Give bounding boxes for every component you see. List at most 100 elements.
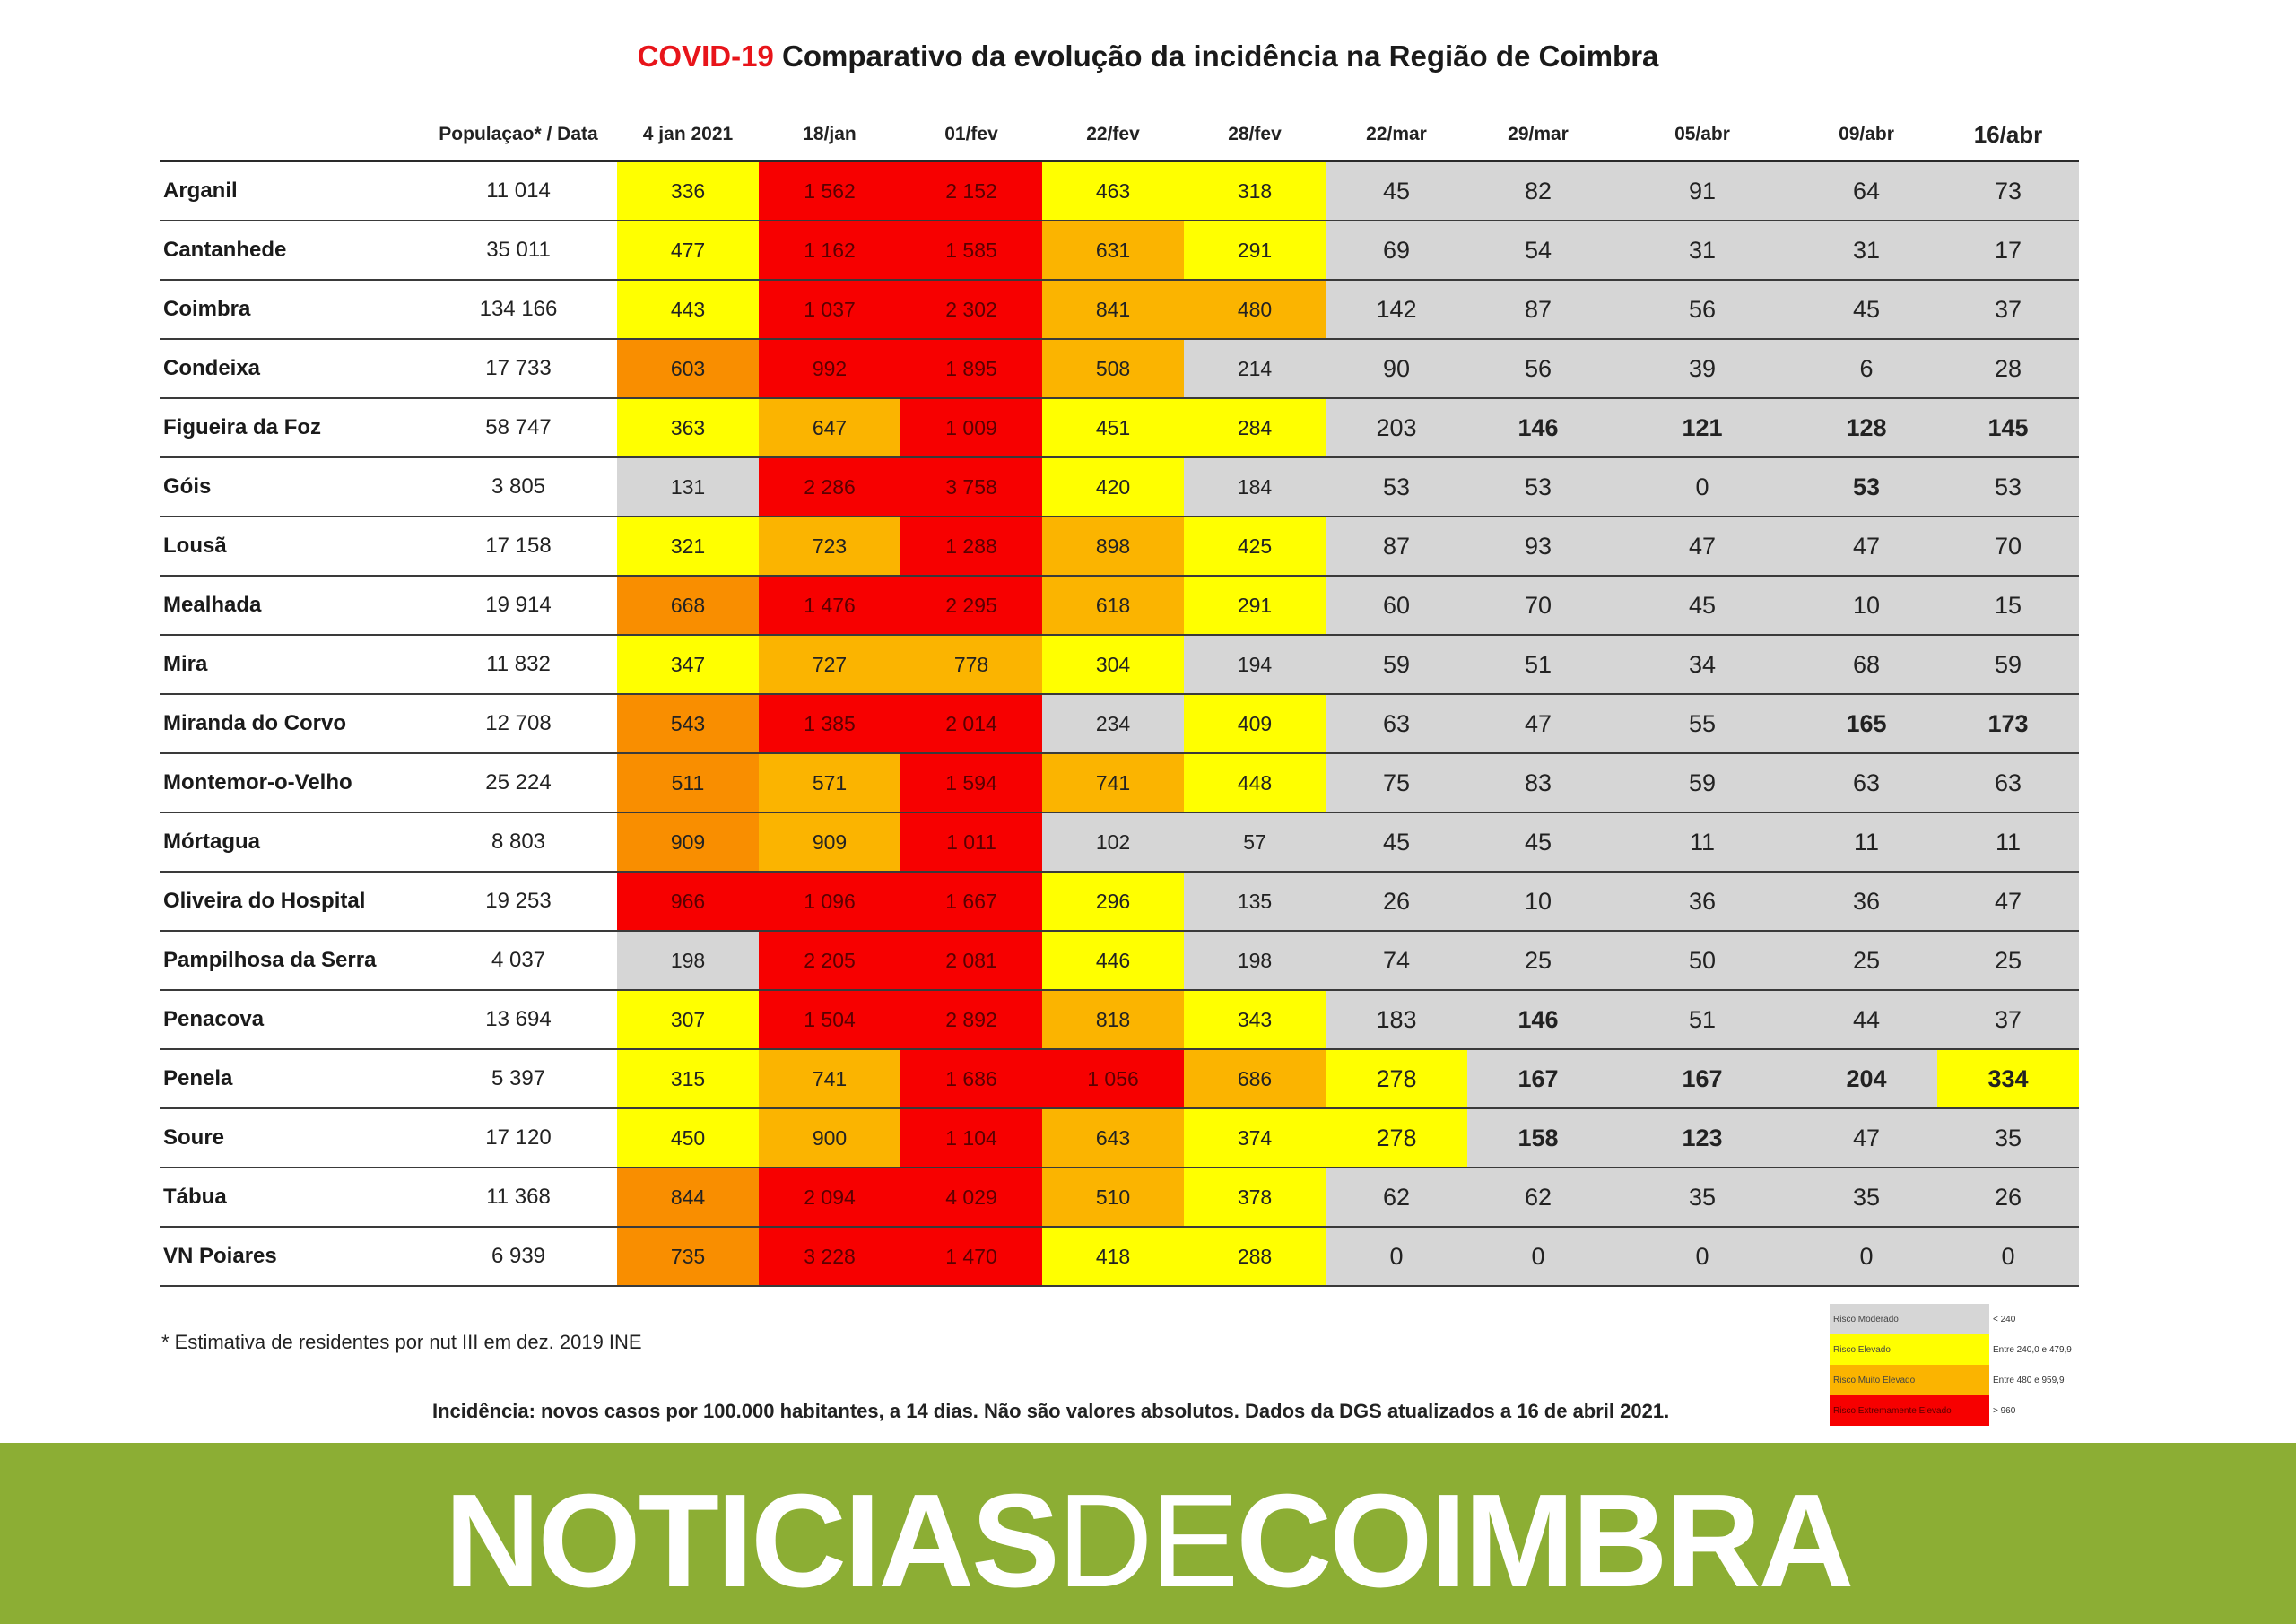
incidence-cell: 45 — [1326, 812, 1467, 873]
legend-swatch: Risco Extremamente Elevado — [1830, 1395, 1989, 1426]
population-cell: 19 253 — [420, 872, 617, 932]
incidence-cell: 37 — [1937, 280, 2079, 340]
incidence-cell: 36 — [1609, 872, 1796, 932]
incidence-cell: 1 686 — [900, 1049, 1042, 1109]
incidence-cell: 53 — [1796, 457, 1937, 517]
incidence-cell: 543 — [617, 694, 759, 754]
incidence-cell: 35 — [1609, 1168, 1796, 1228]
incidence-cell: 284 — [1184, 398, 1326, 458]
incidence-cell: 167 — [1609, 1049, 1796, 1109]
legend-row: Risco Moderado < 240 — [1830, 1304, 2075, 1334]
incidence-cell: 1 562 — [759, 161, 900, 221]
legend-range: Entre 240,0 e 479,9 — [1993, 1344, 2072, 1355]
legend-row: Risco Elevado Entre 240,0 e 479,9 — [1830, 1334, 2075, 1365]
incidence-cell: 44 — [1796, 990, 1937, 1050]
table-row: Coimbra 134 166 443 1 037 2 302 841 480 142 87 56… — [160, 280, 2079, 340]
population-cell: 5 397 — [420, 1049, 617, 1109]
incidence-cell: 53 — [1467, 457, 1609, 517]
municipality-name: Miranda do Corvo — [160, 694, 420, 754]
incidence-cell: 123 — [1609, 1108, 1796, 1168]
incidence-cell: 318 — [1184, 161, 1326, 221]
incidence-cell: 204 — [1796, 1049, 1937, 1109]
incidence-cell: 374 — [1184, 1108, 1326, 1168]
brand-banner: NOTICIASDECOIMBRA — [0, 1443, 2296, 1624]
incidence-cell: 28 — [1937, 339, 2079, 399]
incidence-cell: 307 — [617, 990, 759, 1050]
incidence-cell: 1 009 — [900, 398, 1042, 458]
column-header: 28/fev — [1184, 109, 1326, 162]
incidence-cell: 83 — [1467, 753, 1609, 813]
incidence-cell: 1 476 — [759, 576, 900, 636]
incidence-cell: 47 — [1796, 1108, 1937, 1168]
incidence-cell: 74 — [1326, 931, 1467, 991]
population-cell: 11 368 — [420, 1168, 617, 1228]
incidence-cell: 296 — [1042, 872, 1184, 932]
incidence-cell: 234 — [1042, 694, 1184, 754]
legend-row: Risco Muito Elevado Entre 480 e 959,9 — [1830, 1365, 2075, 1395]
municipality-name: Penacova — [160, 990, 420, 1050]
incidence-cell: 10 — [1467, 872, 1609, 932]
municipality-name: Mira — [160, 635, 420, 695]
incidence-cell: 291 — [1184, 221, 1326, 281]
incidence-cell: 45 — [1326, 161, 1467, 221]
incidence-cell: 463 — [1042, 161, 1184, 221]
table-row: Figueira da Foz 58 747 363 647 1 009 451 284 20… — [160, 398, 2079, 458]
incidence-cell: 57 — [1184, 812, 1326, 873]
incidence-cell: 571 — [759, 753, 900, 813]
incidence-cell: 17 — [1937, 221, 2079, 281]
incidence-cell: 62 — [1467, 1168, 1609, 1228]
incidence-cell: 450 — [617, 1108, 759, 1168]
incidence-cell: 278 — [1326, 1049, 1467, 1109]
chart-title: COVID-19 Comparativo da evolução da inci… — [0, 39, 2296, 74]
population-cell: 8 803 — [420, 812, 617, 873]
municipality-name: Tábua — [160, 1168, 420, 1228]
incidence-cell: 87 — [1467, 280, 1609, 340]
incidence-cell: 50 — [1609, 931, 1796, 991]
table-row: Penela 5 397 315 741 1 686 1 056 686 278 167 167 2… — [160, 1049, 2079, 1109]
municipality-name: VN Poiares — [160, 1227, 420, 1287]
legend-swatch: Risco Elevado — [1830, 1334, 1989, 1365]
incidence-cell: 818 — [1042, 990, 1184, 1050]
incidence-cell: 420 — [1042, 457, 1184, 517]
incidence-cell: 0 — [1609, 1227, 1796, 1287]
incidence-cell: 647 — [759, 398, 900, 458]
incidence-cell: 51 — [1609, 990, 1796, 1050]
column-header: 09/abr — [1796, 109, 1937, 162]
incidence-cell: 11 — [1937, 812, 2079, 873]
incidence-cell: 54 — [1467, 221, 1609, 281]
incidence-cell: 158 — [1467, 1108, 1609, 1168]
incidence-cell: 55 — [1609, 694, 1796, 754]
incidence-cell: 70 — [1937, 517, 2079, 577]
incidence-cell: 63 — [1796, 753, 1937, 813]
incidence-cell: 68 — [1796, 635, 1937, 695]
incidence-cell: 618 — [1042, 576, 1184, 636]
incidence-cell: 343 — [1184, 990, 1326, 1050]
incidence-cell: 53 — [1326, 457, 1467, 517]
incidence-cell: 102 — [1042, 812, 1184, 873]
incidence-cell: 37 — [1937, 990, 2079, 1050]
municipality-name: Condeixa — [160, 339, 420, 399]
table-row: Mealhada 19 914 668 1 476 2 295 618 291 60 70 45 1… — [160, 576, 2079, 636]
incidence-cell: 91 — [1609, 161, 1796, 221]
incidence-cell: 145 — [1937, 398, 2079, 458]
incidence-cell: 63 — [1937, 753, 2079, 813]
incidence-cell: 2 892 — [900, 990, 1042, 1050]
legend-range: > 960 — [1993, 1405, 2016, 1416]
table-row: Mira 11 832 347 727 778 304 194 59 51 34 68 59 — [160, 635, 2079, 695]
incidence-cell: 1 385 — [759, 694, 900, 754]
incidence-table: Populaçao* / Data 4 jan 2021 18/jan 01/fev 2… — [160, 109, 2079, 1287]
legend-range: < 240 — [1993, 1314, 2016, 1324]
incidence-cell: 1 162 — [759, 221, 900, 281]
incidence-cell: 131 — [617, 457, 759, 517]
incidence-cell: 0 — [1326, 1227, 1467, 1287]
population-cell: 17 733 — [420, 339, 617, 399]
incidence-cell: 51 — [1467, 635, 1609, 695]
incidence-cell: 723 — [759, 517, 900, 577]
municipality-name: Penela — [160, 1049, 420, 1109]
incidence-cell: 446 — [1042, 931, 1184, 991]
incidence-cell: 82 — [1467, 161, 1609, 221]
incidence-cell: 735 — [617, 1227, 759, 1287]
incidence-cell: 36 — [1796, 872, 1937, 932]
incidence-cell: 1 104 — [900, 1108, 1042, 1168]
incidence-cell: 0 — [1937, 1227, 2079, 1287]
